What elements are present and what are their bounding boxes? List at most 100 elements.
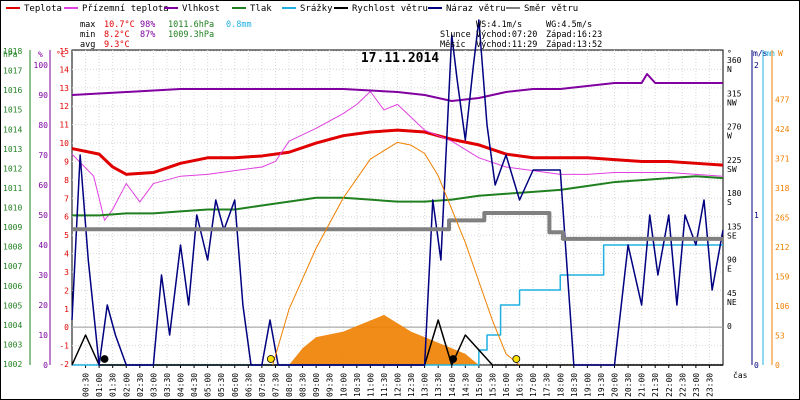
- pct-tick: 10: [38, 331, 48, 340]
- pct-unit: %: [38, 50, 43, 59]
- stat-avg-temp: 9.3°C: [104, 40, 130, 50]
- x-tick-label: 08:30: [299, 373, 308, 397]
- hpa-tick: 1010: [3, 204, 22, 213]
- c-tick: 3: [64, 268, 69, 277]
- deg-tick: 315: [727, 89, 742, 98]
- series-line: [71, 19, 724, 366]
- x-tick-label: 01:30: [109, 373, 118, 397]
- c-tick: 7: [64, 194, 69, 203]
- hpa-tick: 1017: [3, 67, 22, 76]
- x-tick-label: 05:30: [217, 373, 226, 397]
- hpa-tick: 1005: [3, 301, 22, 310]
- stat-avg-label: avg: [80, 40, 95, 50]
- legend-label: Směr větru: [524, 4, 578, 14]
- w-tick: 318: [775, 184, 790, 193]
- stat-rain: 0.8mm: [226, 20, 252, 30]
- deg-unit: °: [727, 49, 732, 58]
- series-line: [71, 91, 724, 221]
- pct-tick: 0: [43, 361, 48, 370]
- x-tick-label: 02:30: [136, 373, 145, 397]
- c-tick: 5: [64, 231, 69, 240]
- hpa-tick: 1006: [3, 282, 22, 291]
- x-tick-label: 03:30: [163, 373, 172, 397]
- x-tick-label: 01:00: [95, 373, 104, 397]
- legend-label: Rychlost větru: [352, 4, 428, 14]
- hpa-tick: 1007: [3, 262, 22, 271]
- x-tick-label: 14:30: [461, 373, 470, 397]
- stat-max-hum: 98%: [140, 20, 155, 30]
- c-tick: -1: [59, 342, 69, 351]
- time-marker: [100, 355, 109, 363]
- stat-ws: WS:4.1m/s: [476, 20, 522, 30]
- x-tick-label: 06:30: [244, 373, 253, 397]
- plot-area: [71, 49, 724, 366]
- x-tick-label: 13:30: [434, 373, 443, 397]
- pct-tick: 60: [38, 181, 48, 190]
- x-tick-label: 19:00: [583, 373, 592, 397]
- stat-max-label: max: [80, 20, 95, 30]
- deg-dir-label: S: [727, 198, 732, 207]
- stat-moon-set: Západ:13:52: [546, 40, 602, 50]
- c-tick: 2: [64, 286, 69, 295]
- chart-title: 17.11.2014: [361, 51, 439, 66]
- legend-label: Přízemní teplota: [82, 4, 169, 14]
- x-tick-label: 07:30: [271, 373, 280, 397]
- w-tick: 0: [775, 361, 780, 370]
- c-tick: 11: [59, 121, 69, 130]
- x-tick-label: 06:00: [231, 373, 240, 397]
- stat-moon-rise: Východ:11:29: [476, 40, 537, 50]
- deg-tick: 225: [727, 156, 742, 165]
- deg-tick: 90: [727, 256, 737, 265]
- x-tick-label: 23:00: [692, 373, 701, 397]
- stat-min-hum: 87%: [140, 30, 155, 40]
- w-tick: 212: [775, 243, 790, 252]
- deg-dir-label: W: [727, 132, 732, 141]
- x-tick-label: 15:00: [475, 373, 484, 397]
- x-tick-label: 07:00: [258, 373, 267, 397]
- hpa-unit: hPa: [3, 50, 18, 59]
- plot-layer: [71, 19, 724, 366]
- series-line: [71, 128, 724, 176]
- hpa-tick: 1016: [3, 86, 22, 95]
- hpa-tick: 1002: [3, 360, 22, 369]
- hpa-tick: 1018: [3, 47, 22, 56]
- pct-tick: 20: [38, 301, 48, 310]
- deg-dir-label: NW: [727, 98, 737, 107]
- legend-label: Náraz větru: [446, 4, 506, 14]
- w-tick: 265: [775, 214, 790, 223]
- x-tick-label: 12:30: [407, 373, 416, 397]
- deg-tick: 270: [727, 123, 742, 132]
- c-tick: 6: [64, 213, 69, 222]
- ms-unit: m/s: [753, 49, 768, 58]
- c-tick: 1: [64, 305, 69, 314]
- x-tick-label: 19:30: [597, 373, 606, 397]
- x-tick-label: 18:00: [556, 373, 565, 397]
- c-tick: 14: [59, 65, 69, 74]
- stat-sun-rise: Východ:07:20: [476, 30, 537, 40]
- hpa-tick: 1009: [3, 223, 22, 232]
- stat-sun-set: Západ:16:23: [546, 30, 602, 40]
- grid-layer: [72, 50, 723, 365]
- deg-tick: 45: [727, 289, 737, 298]
- stat-sun-label: Slunce: [440, 30, 471, 40]
- x-tick-label: 10:00: [339, 373, 348, 397]
- time-marker: [512, 355, 521, 363]
- x-tick-label: 21:30: [651, 373, 660, 397]
- x-tick-label: 15:30: [488, 373, 497, 397]
- x-tick-label: 22:30: [678, 373, 687, 397]
- series-line: [72, 244, 723, 366]
- legend-label: Srážky: [300, 4, 333, 14]
- x-tick-label: 05:00: [204, 373, 213, 397]
- pct-tick: 80: [38, 121, 48, 130]
- x-tick-label: 09:00: [312, 373, 321, 397]
- legend-label: Teplota: [24, 4, 62, 14]
- axis-layer: hPa% °C1018101710161015101410131012101110…: [3, 47, 790, 397]
- hpa-tick: 1012: [3, 164, 22, 173]
- series-line: [72, 175, 724, 217]
- pct-tick: 100: [34, 61, 49, 70]
- pct-tick: 40: [38, 241, 48, 250]
- x-tick-label: 12:00: [394, 373, 403, 397]
- x-tick-label: 02:00: [122, 373, 131, 397]
- x-tick-label: 08:00: [285, 373, 294, 397]
